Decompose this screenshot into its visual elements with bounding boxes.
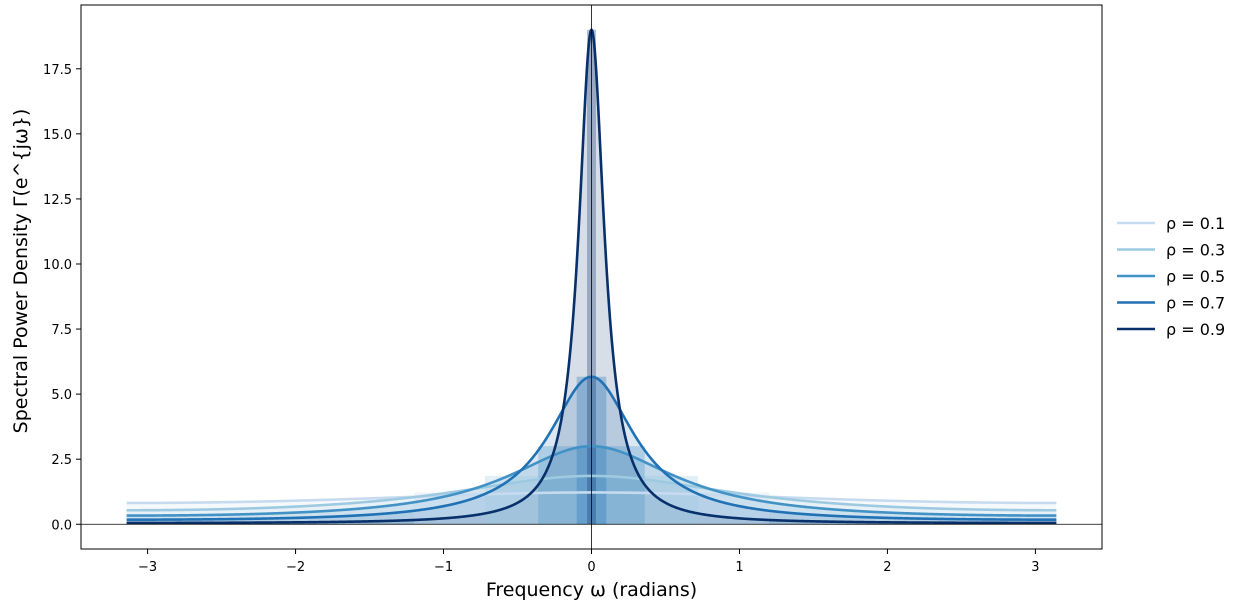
x-tick-label: 3 xyxy=(1031,560,1039,575)
y-tick-label: 7.5 xyxy=(51,323,72,338)
y-tick-label: 5.0 xyxy=(51,388,72,403)
x-axis-ticks: −3 −2 −1 0 1 2 3 xyxy=(138,549,1040,575)
x-tick-label: 2 xyxy=(883,560,891,575)
y-tick-label: 17.5 xyxy=(43,63,72,78)
legend-label-3: ρ = 0.5 xyxy=(1166,267,1225,286)
legend-label-2: ρ = 0.3 xyxy=(1166,241,1225,260)
legend-label-4: ρ = 0.7 xyxy=(1166,294,1225,313)
x-axis-label: Frequency ω (radians) xyxy=(486,579,697,601)
y-tick-label: 2.5 xyxy=(51,453,72,468)
x-tick-label: −1 xyxy=(434,560,453,575)
legend-label-1: ρ = 0.1 xyxy=(1166,214,1225,233)
y-tick-label: 0.0 xyxy=(51,518,72,533)
x-tick-label: −2 xyxy=(286,560,305,575)
y-tick-label: 10.0 xyxy=(43,258,72,273)
y-axis-label: Spectral Power Density Γ(e^{jω}) xyxy=(10,109,32,434)
y-tick-label: 15.0 xyxy=(43,128,72,143)
x-tick-label: 1 xyxy=(735,560,743,575)
legend: ρ = 0.1 ρ = 0.3 ρ = 0.5 ρ = 0.7 ρ = 0.9 xyxy=(1117,214,1225,339)
x-tick-label: −3 xyxy=(138,560,157,575)
x-tick-label: 0 xyxy=(587,560,595,575)
legend-label-5: ρ = 0.9 xyxy=(1166,320,1225,339)
y-tick-label: 12.5 xyxy=(43,193,72,208)
y-axis-ticks: 0.0 2.5 5.0 7.5 10.0 12.5 15.0 17.5 xyxy=(43,63,81,533)
